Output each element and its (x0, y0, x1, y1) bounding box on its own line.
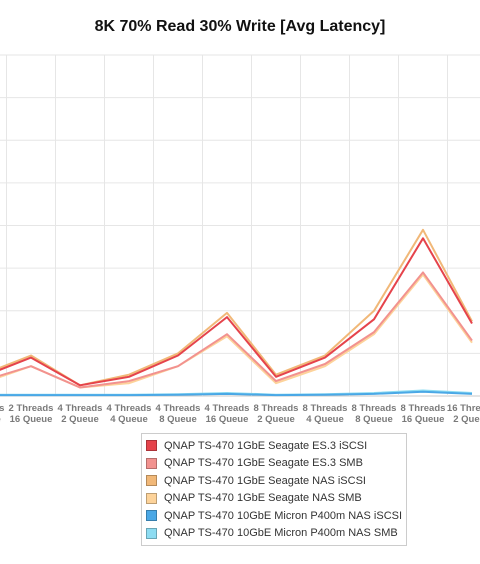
x-tick-label: 16 Threads (447, 403, 480, 414)
legend-item-2[interactable]: QNAP TS-470 1GbE Seagate ES.3 SMB (146, 455, 406, 473)
x-tick-label: 4 Queue (110, 414, 148, 425)
legend-label: QNAP TS-470 1GbE Seagate ES.3 iSCSI (164, 439, 368, 452)
x-tick-label: 4 Threads (205, 403, 250, 414)
legend-label: QNAP TS-470 10GbE Micron P400m NAS SMB (164, 527, 398, 540)
legend-label: QNAP TS-470 10GbE Micron P400m NAS iSCSI (164, 509, 403, 522)
x-tick-label: 4 Threads (58, 403, 103, 414)
x-tick-label: 2 Queue (453, 414, 480, 425)
x-tick-label: 2 Threads (9, 403, 54, 414)
grid (0, 54, 480, 397)
x-tick-label: 1 Threads (0, 403, 4, 414)
x-tick-label: 4 Threads (156, 403, 201, 414)
x-tick-label: 16 Queue (206, 414, 249, 425)
series-lines (0, 228, 473, 397)
series-line-4[interactable] (0, 273, 473, 389)
x-tick-label: 8 Queue (159, 414, 197, 425)
x-tick-label: 16 Queue (10, 414, 53, 425)
series-line-3[interactable] (0, 228, 473, 387)
x-tick-label: 2 Queue (61, 414, 99, 425)
legend-swatch (146, 457, 157, 469)
x-tick-label: 8 Threads (254, 403, 299, 414)
legend-swatch (146, 475, 157, 487)
legend-swatch (146, 510, 157, 522)
legend-item-3[interactable]: QNAP TS-470 1GbE Seagate NAS iSCSI (146, 472, 406, 490)
x-tick-label: 16 Queue (402, 414, 445, 425)
x-tick-label: 4 Threads (107, 403, 152, 414)
series-line-1[interactable] (0, 237, 473, 387)
x-tick-label: 8 Queue (355, 414, 393, 425)
x-tick-label: 8 Threads (401, 403, 446, 414)
legend-item-5[interactable]: QNAP TS-470 10GbE Micron P400m NAS iSCSI (146, 507, 406, 525)
legend-swatch (146, 440, 157, 452)
series-line-2[interactable] (0, 271, 473, 389)
x-tick-label: 8 Threads (303, 403, 348, 414)
legend-item-4[interactable]: QNAP TS-470 1GbE Seagate NAS SMB (146, 490, 406, 508)
x-tick-label: 4 Queue (306, 414, 344, 425)
x-tick-label: 8 Threads (352, 403, 397, 414)
legend-swatch (146, 527, 157, 539)
legend-item-6[interactable]: QNAP TS-470 10GbE Micron P400m NAS SMB (146, 525, 406, 543)
legend-label: QNAP TS-470 1GbE Seagate NAS SMB (164, 492, 362, 505)
legend: QNAP TS-470 1GbE Seagate ES.3 iSCSI QNAP … (141, 433, 407, 546)
legend-swatch (146, 492, 157, 504)
legend-item-1[interactable]: QNAP TS-470 1GbE Seagate ES.3 iSCSI (146, 437, 406, 455)
x-tick-label: 1 Queue (0, 414, 1, 425)
chart-title: 8K 70% Read 30% Write [Avg Latency] (94, 18, 386, 35)
x-tick-label: 2 Queue (257, 414, 295, 425)
series-line-5[interactable] (0, 390, 473, 397)
legend-label: QNAP TS-470 1GbE Seagate ES.3 SMB (164, 457, 363, 470)
legend-label: QNAP TS-470 1GbE Seagate NAS iSCSI (164, 474, 366, 487)
